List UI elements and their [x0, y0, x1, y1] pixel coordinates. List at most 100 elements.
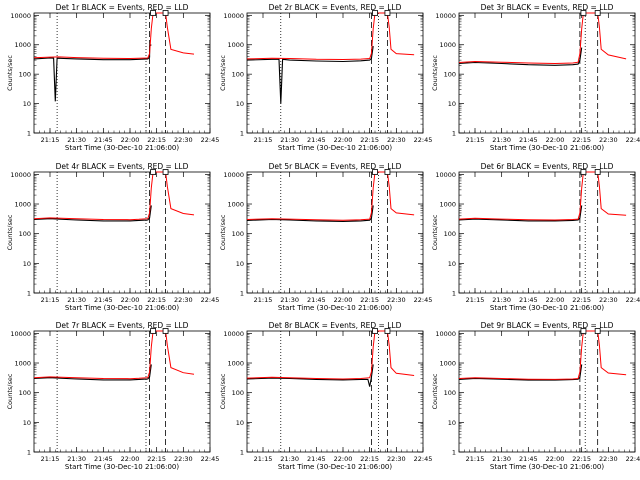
- x-tick-label: 21:15: [41, 296, 60, 304]
- x-tick-label: 22:45: [201, 455, 220, 463]
- plot-frame: [33, 12, 211, 134]
- y-tick-label: 1: [27, 449, 31, 457]
- x-tick-label: 21:30: [67, 136, 86, 144]
- x-tick-label: 22:30: [599, 455, 618, 463]
- x-tick-label: 22:45: [414, 136, 433, 144]
- x-tick-label: 21:30: [280, 455, 299, 463]
- y-tick-label: 1: [452, 130, 456, 138]
- y-tick-label: 100: [444, 389, 456, 397]
- y-tick-label: 100: [19, 230, 31, 238]
- x-tick-label: 22:00: [546, 136, 565, 144]
- plot-frame: [458, 330, 636, 453]
- x-tick-label: 21:45: [307, 455, 326, 463]
- x-tick-label: 22:45: [626, 136, 640, 144]
- panel-title: Det 1r BLACK = Events, RED = LLD: [56, 3, 189, 12]
- y-tick-label: 1000: [227, 360, 244, 368]
- x-tick-label: 22:45: [626, 455, 640, 463]
- y-tick-label: 10: [23, 419, 31, 427]
- y-tick-label: 100: [19, 71, 31, 79]
- x-axis-label: Start Time (30-Dec-10 21:06:00): [490, 144, 604, 152]
- y-axis-label: Counts/sec: [219, 214, 227, 250]
- x-tick-label: 21:45: [519, 296, 538, 304]
- x-tick-label: 21:30: [280, 296, 299, 304]
- y-tick-label: 10000: [435, 330, 456, 338]
- saturation-end-marker: [594, 10, 601, 16]
- x-tick-label: 22:45: [201, 136, 220, 144]
- panel-title: Det 8r BLACK = Events, RED = LLD: [269, 321, 402, 330]
- panel-title: Det 4r BLACK = Events, RED = LLD: [56, 162, 189, 171]
- x-tick-label: 22:30: [174, 455, 193, 463]
- saturation-end-marker: [384, 169, 391, 175]
- x-tick-label: 22:45: [414, 455, 433, 463]
- y-tick-label: 1: [452, 290, 456, 298]
- x-tick-label: 22:00: [546, 296, 565, 304]
- lld-series-line: [458, 171, 627, 221]
- y-tick-label: 100: [19, 389, 31, 397]
- lld-series-line: [458, 330, 627, 380]
- saturation-start-marker: [372, 169, 378, 175]
- saturation-start-marker: [150, 328, 157, 334]
- y-tick-label: 10000: [223, 171, 244, 179]
- events-series-line: [33, 205, 152, 222]
- x-tick-label: 21:15: [41, 136, 60, 144]
- y-tick-label: 100: [232, 71, 244, 79]
- x-tick-label: 22:15: [360, 136, 379, 144]
- y-axis-label: Counts/sec: [431, 373, 439, 409]
- y-tick-label: 10: [236, 100, 244, 108]
- x-tick-label: 21:45: [519, 136, 538, 144]
- y-tick-label: 10000: [10, 171, 31, 179]
- y-tick-label: 10: [448, 419, 456, 427]
- panel-det-8r: Det 8r BLACK = Events, RED = LLD 1 10 100 10…: [219, 321, 432, 471]
- y-tick-label: 100: [232, 389, 244, 397]
- panel-title: Det 6r BLACK = Events, RED = LLD: [481, 162, 614, 171]
- x-tick-label: 21:30: [67, 455, 86, 463]
- plot-frame: [246, 171, 424, 294]
- saturation-end-marker: [594, 328, 601, 334]
- panel-det-5r: Det 5r BLACK = Events, RED = LLD 1 10 100 10…: [219, 162, 432, 312]
- x-axis-label: Start Time (30-Dec-10 21:06:00): [65, 463, 179, 471]
- x-tick-label: 22:15: [147, 296, 166, 304]
- x-tick-label: 22:30: [599, 136, 618, 144]
- y-tick-label: 1: [240, 449, 244, 457]
- plot-frame: [458, 12, 636, 134]
- events-series-line: [458, 47, 583, 66]
- y-tick-label: 100: [232, 230, 244, 238]
- x-tick-label: 22:45: [201, 296, 220, 304]
- x-tick-label: 21:15: [254, 455, 273, 463]
- x-tick-label: 22:30: [387, 136, 406, 144]
- y-tick-label: 1: [240, 130, 244, 138]
- x-tick-label: 22:15: [572, 455, 591, 463]
- panel-det-4r: Det 4r BLACK = Events, RED = LLD 1 10 100 10…: [6, 162, 219, 312]
- events-series-line: [458, 364, 583, 381]
- y-tick-label: 10000: [223, 12, 244, 20]
- x-tick-label: 22:00: [121, 455, 140, 463]
- saturation-end-marker: [384, 328, 391, 334]
- x-tick-label: 21:15: [254, 296, 273, 304]
- x-tick-label: 21:15: [254, 136, 273, 144]
- y-tick-label: 1000: [14, 201, 31, 209]
- x-tick-label: 21:45: [307, 296, 326, 304]
- y-tick-label: 10: [448, 100, 456, 108]
- x-axis-label: Start Time (30-Dec-10 21:06:00): [65, 304, 179, 312]
- x-tick-label: 22:45: [414, 296, 433, 304]
- x-tick-label: 22:00: [334, 455, 353, 463]
- x-axis-label: Start Time (30-Dec-10 21:06:00): [490, 304, 604, 312]
- y-tick-label: 1000: [227, 41, 244, 49]
- x-tick-label: 22:30: [174, 296, 193, 304]
- x-tick-label: 21:30: [280, 136, 299, 144]
- x-axis-label: Start Time (30-Dec-10 21:06:00): [490, 463, 604, 471]
- panel-det-6r: Det 6r BLACK = Events, RED = LLD 1 10 100 10…: [431, 162, 640, 312]
- plot-frame: [33, 171, 211, 294]
- y-tick-label: 10000: [10, 330, 31, 338]
- x-tick-label: 21:45: [94, 296, 113, 304]
- x-tick-label: 22:15: [147, 136, 166, 144]
- panel-title: Det 9r BLACK = Events, RED = LLD: [481, 321, 614, 330]
- y-tick-label: 10000: [10, 12, 31, 20]
- y-tick-label: 1000: [439, 201, 456, 209]
- plot-frame: [246, 330, 424, 453]
- x-tick-label: 22:45: [626, 296, 640, 304]
- plot-frame: [33, 330, 211, 453]
- saturation-end-marker: [384, 10, 391, 16]
- x-tick-label: 21:15: [466, 296, 485, 304]
